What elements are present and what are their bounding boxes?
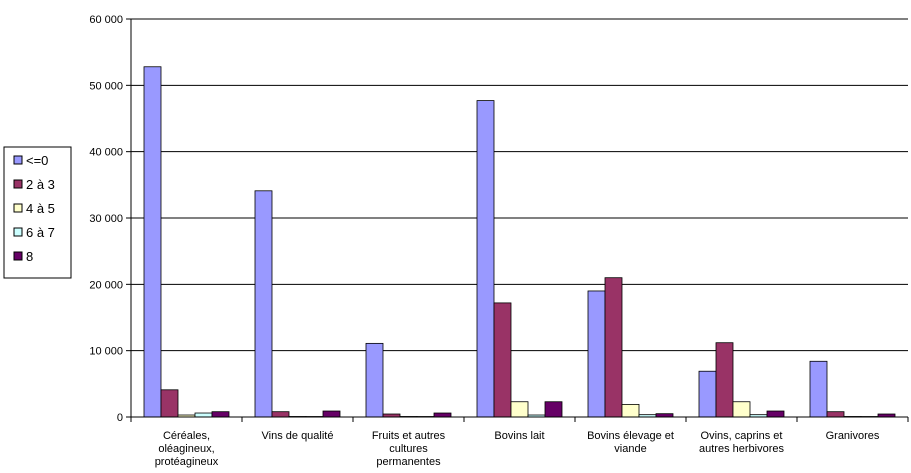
legend-label: 2 à 3 <box>26 177 55 192</box>
x-category-label: Céréales, oléagineux, protéagineux <box>155 430 219 468</box>
bar <box>322 410 341 418</box>
bar <box>160 389 179 418</box>
bar <box>433 412 452 418</box>
bar <box>510 401 529 418</box>
bar <box>621 403 640 418</box>
x-category-label: Granivores <box>826 430 880 442</box>
y-tick-label: 10 000 <box>89 346 123 358</box>
bar <box>544 401 563 418</box>
x-category-label: Fruits et autres cultures permanentes <box>372 430 446 468</box>
x-category-label: Ovins, caprins et autres herbivores <box>699 430 784 455</box>
y-tick-label: 40 000 <box>89 147 123 159</box>
bars <box>143 66 896 418</box>
x-category-label: Bovins élevage et viande <box>587 430 674 455</box>
bar <box>143 66 162 418</box>
y-tick-label: 60 000 <box>89 14 123 26</box>
x-category-label: Vins de qualité <box>262 430 334 442</box>
y-ticks: 0 10 000 20 000 30 000 40 000 50 000 60 000 <box>89 14 131 424</box>
legend-swatch <box>13 251 23 261</box>
bar <box>493 302 512 418</box>
gridlines <box>131 18 908 352</box>
legend-label: <=0 <box>26 153 48 168</box>
bar <box>271 411 290 418</box>
bar <box>809 360 828 418</box>
bar <box>766 410 785 418</box>
bar <box>732 401 751 418</box>
y-tick-label: 30 000 <box>89 213 123 225</box>
bar <box>476 100 495 418</box>
x-category-label: Bovins lait <box>494 430 544 442</box>
legend: <=0 2 à 3 4 à 5 6 à 7 8 <box>3 146 72 279</box>
bar <box>254 190 273 418</box>
bar <box>604 277 623 418</box>
bar <box>194 412 213 418</box>
legend-swatch <box>13 155 23 165</box>
legend-label: 6 à 7 <box>26 225 55 240</box>
bar <box>365 342 384 418</box>
legend-swatch <box>13 203 23 213</box>
y-tick-label: 50 000 <box>89 80 123 92</box>
y-tick-label: 0 <box>117 412 123 424</box>
legend-label: 4 à 5 <box>26 201 55 216</box>
x-category-labels: Céréales, oléagineux, protéagineux Vins de … <box>130 417 909 468</box>
y-tick-label: 20 000 <box>89 279 123 291</box>
legend-label: 8 <box>26 249 33 264</box>
bar <box>826 411 845 418</box>
bar <box>211 411 230 418</box>
legend-swatch <box>13 227 23 237</box>
bar <box>587 290 606 418</box>
legend-swatch <box>13 179 23 189</box>
bar <box>715 342 734 418</box>
bar <box>698 370 717 418</box>
